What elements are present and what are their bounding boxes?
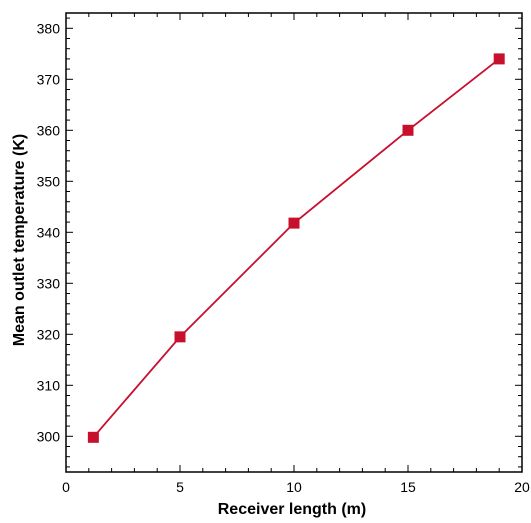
y-tick-label: 340 xyxy=(37,224,61,240)
x-axis-title: Receiver length (m) xyxy=(218,501,366,518)
data-point-marker xyxy=(175,332,185,342)
data-point-marker xyxy=(494,54,504,64)
y-tick-label: 350 xyxy=(37,173,61,189)
y-tick-label: 380 xyxy=(37,20,61,36)
series-line xyxy=(93,59,499,437)
plot-area: 0 5 10 15 20 300 310 320 330 340 350 360 370 380 xyxy=(37,13,530,495)
y-tick-label: 300 xyxy=(37,428,61,444)
y-tick-label: 320 xyxy=(37,326,61,342)
y-tick-label: 360 xyxy=(37,122,61,138)
x-tick-label: 20 xyxy=(514,479,530,495)
x-tick-label: 10 xyxy=(286,479,302,495)
y-tick-label: 330 xyxy=(37,275,61,291)
x-tick-label: 0 xyxy=(62,479,70,495)
y-tick-label: 310 xyxy=(37,377,61,393)
data-point-marker xyxy=(403,125,413,135)
data-point-marker xyxy=(289,218,299,228)
y-axis-title: Mean outlet temperature (K) xyxy=(11,134,28,346)
y-tick-label: 370 xyxy=(37,71,61,87)
x-tick-label: 5 xyxy=(176,479,184,495)
x-tick-label: 15 xyxy=(400,479,416,495)
plot-frame xyxy=(66,13,522,472)
data-point-marker xyxy=(88,432,98,442)
